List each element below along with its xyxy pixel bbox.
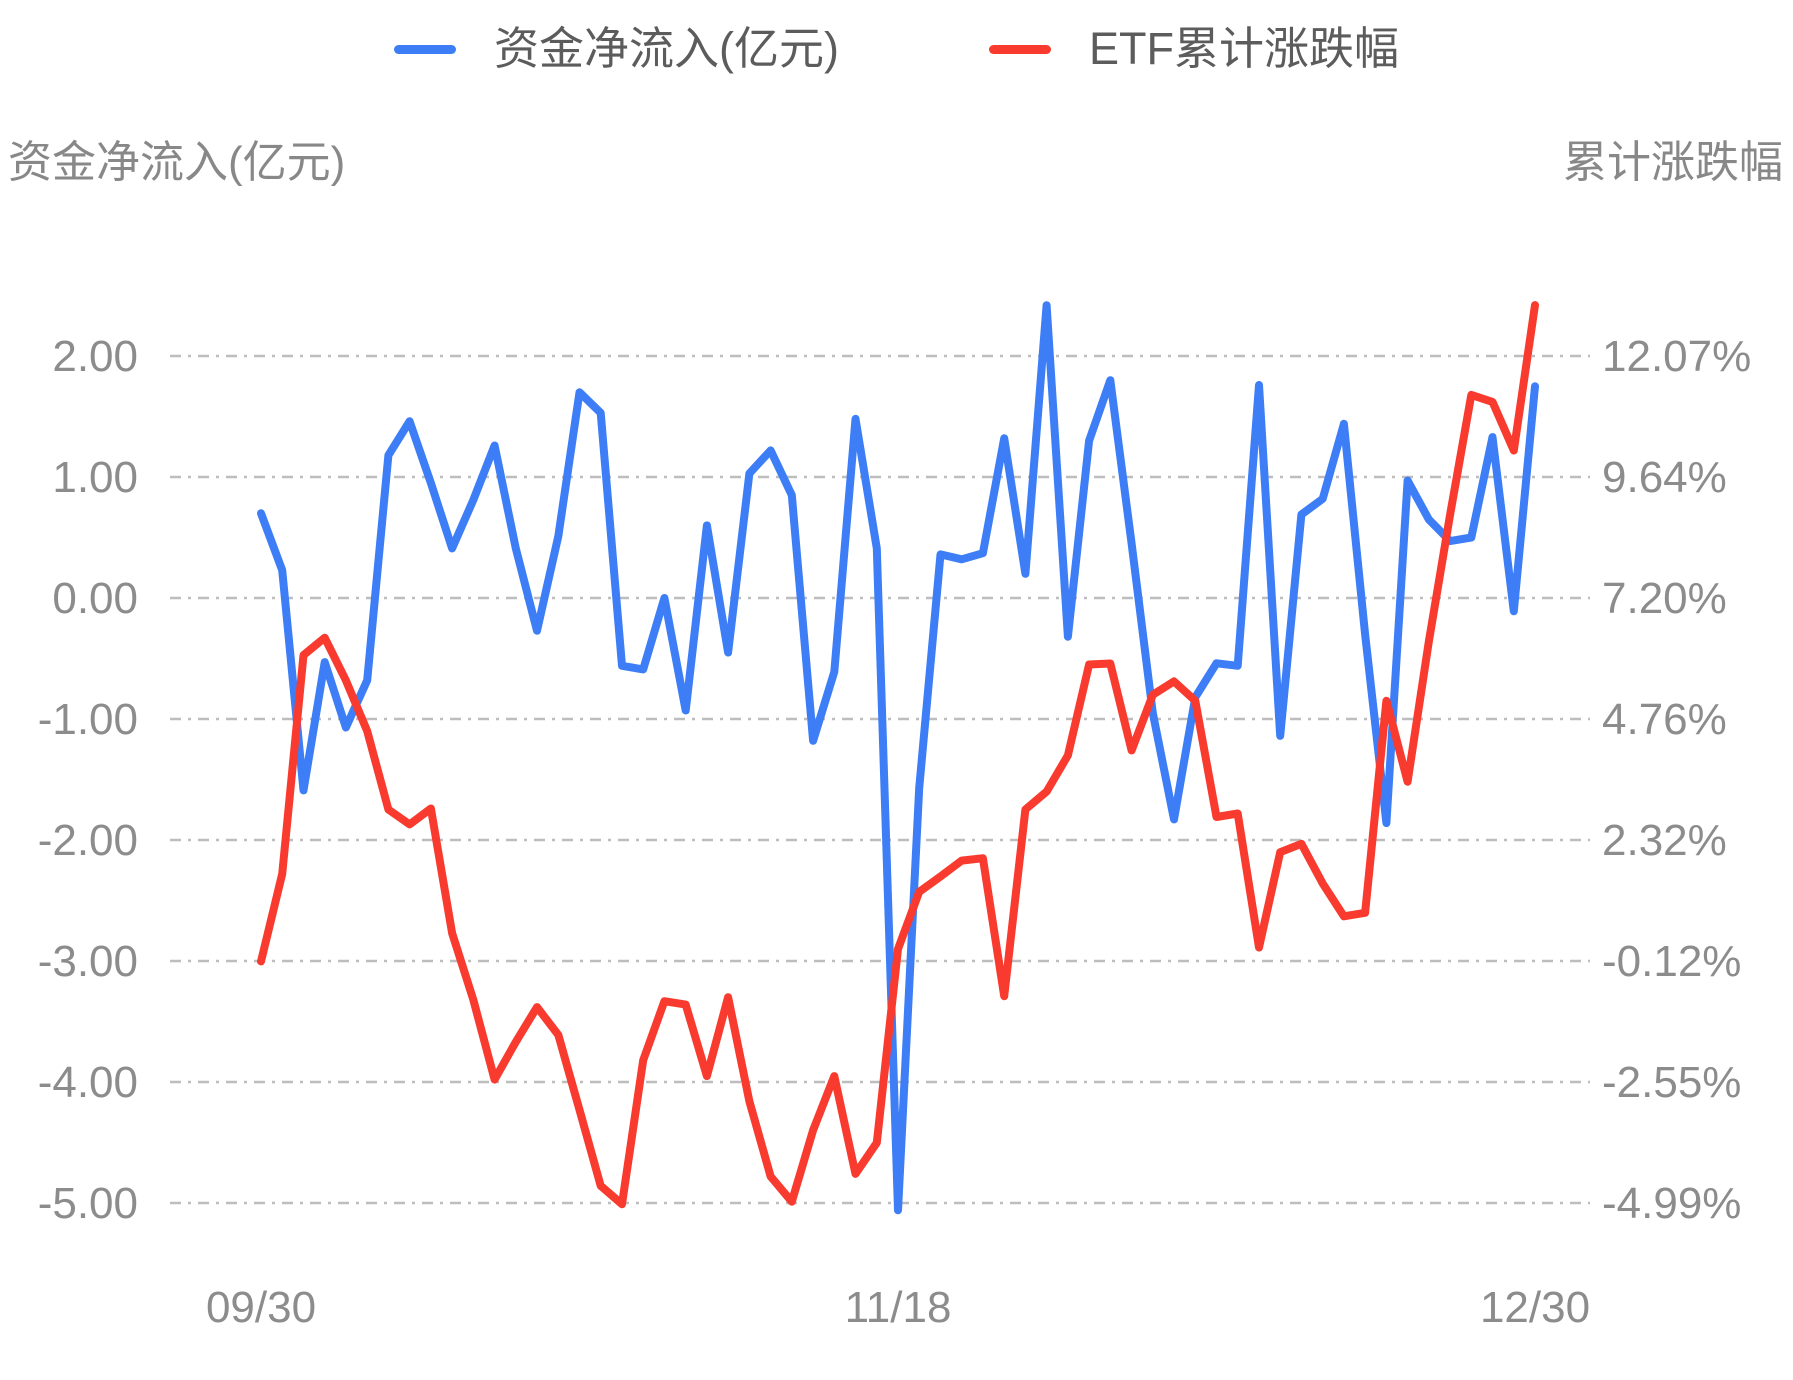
right-axis-tick-label: 4.76% xyxy=(1602,695,1727,744)
left-axis-title: 资金净流入(亿元) xyxy=(8,138,346,187)
chart-legend: 资金净流入(亿元) ETF累计涨跌幅 xyxy=(0,22,1793,76)
right-axis-tick-label: -4.99% xyxy=(1602,1179,1741,1228)
right-axis-tick-label: 9.64% xyxy=(1602,453,1727,502)
left-axis-tick-label: -1.00 xyxy=(38,695,138,744)
net-inflow-legend-label: 资金净流入(亿元) xyxy=(494,23,839,74)
legend-item-etf-cumret[interactable]: ETF累计涨跌幅 xyxy=(988,22,1399,76)
axis-title-row: 资金净流入(亿元) 累计涨跌幅 xyxy=(0,126,1793,190)
left-axis-tick-label: -4.00 xyxy=(38,1058,138,1107)
right-axis-tick-label: -0.12% xyxy=(1602,937,1741,986)
etf-cumret-legend-label: ETF累计涨跌幅 xyxy=(1088,23,1399,74)
legend-item-net-inflow[interactable]: 资金净流入(亿元) xyxy=(394,22,839,76)
right-axis-tick-label: 12.07% xyxy=(1602,332,1751,381)
left-axis-tick-label: 2.00 xyxy=(52,332,138,381)
left-axis-tick-label: -5.00 xyxy=(38,1179,138,1228)
x-axis-tick-label: 11/18 xyxy=(845,1283,952,1332)
right-axis-tick-label: 2.32% xyxy=(1602,816,1727,865)
x-axis-tick-label: 09/30 xyxy=(206,1283,316,1332)
right-axis-tick-label: -2.55% xyxy=(1602,1058,1741,1107)
left-axis-tick-label: -3.00 xyxy=(38,937,138,986)
left-axis-tick-label: 0.00 xyxy=(52,574,138,623)
net-inflow-line xyxy=(257,301,1539,1215)
etf-cumret-line xyxy=(257,301,1539,1209)
left-axis-tick-label: -2.00 xyxy=(38,816,138,865)
net-inflow-legend-dash-icon xyxy=(394,44,456,54)
right-axis-tick-label: 7.20% xyxy=(1602,574,1727,623)
x-axis-tick-label: 12/30 xyxy=(1480,1283,1590,1332)
left-axis-tick-label: 1.00 xyxy=(52,453,138,502)
right-axis-title: 累计涨跌幅 xyxy=(1563,138,1783,187)
etf-cumret-legend-dash-icon xyxy=(988,44,1051,54)
